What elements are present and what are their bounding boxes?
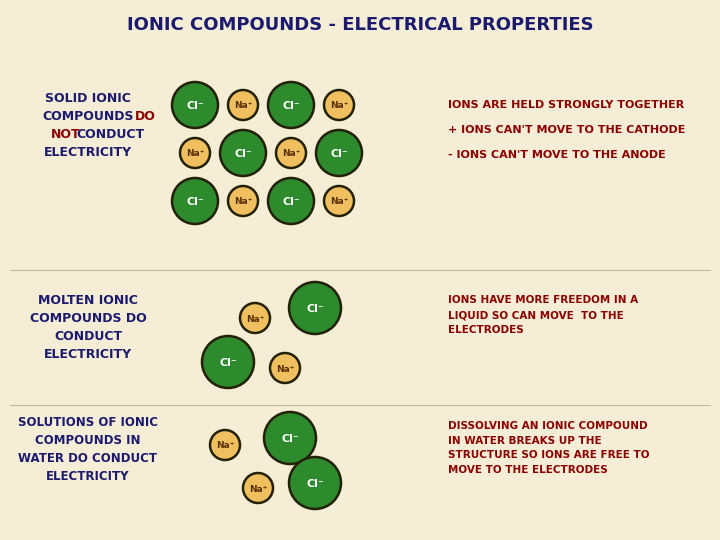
Text: COMPOUNDS: COMPOUNDS [42,110,134,123]
Text: CONDUCT: CONDUCT [76,127,144,140]
Text: Na⁺: Na⁺ [282,150,300,159]
Text: IONS HAVE MORE FREEDOM IN A
LIQUID SO CAN MOVE  TO THE
ELECTRODES: IONS HAVE MORE FREEDOM IN A LIQUID SO CA… [448,295,638,335]
Text: ELECTRICITY: ELECTRICITY [44,348,132,361]
Text: SOLID IONIC: SOLID IONIC [45,91,131,105]
Text: COMPOUNDS IN: COMPOUNDS IN [35,434,140,447]
Circle shape [289,282,341,334]
Text: Na⁺: Na⁺ [234,102,252,111]
Text: Cl⁻: Cl⁻ [282,101,300,111]
Text: ELECTRICITY: ELECTRICITY [46,469,130,483]
Text: Na⁺: Na⁺ [216,442,234,450]
Text: Na⁺: Na⁺ [249,484,267,494]
Text: Na⁺: Na⁺ [330,102,348,111]
Text: SOLUTIONS OF IONIC: SOLUTIONS OF IONIC [18,415,158,429]
Text: CONDUCT: CONDUCT [54,329,122,342]
Text: Cl⁻: Cl⁻ [281,434,299,444]
Circle shape [268,82,314,128]
Text: Na⁺: Na⁺ [234,198,252,206]
Text: WATER DO CONDUCT: WATER DO CONDUCT [19,451,158,464]
Circle shape [270,353,300,383]
Text: Na⁺: Na⁺ [276,364,294,374]
Circle shape [289,457,341,509]
Circle shape [202,336,254,388]
Circle shape [210,430,240,460]
Circle shape [268,178,314,224]
Circle shape [264,412,316,464]
Circle shape [276,138,306,168]
Text: DISSOLVING AN IONIC COMPOUND
IN WATER BREAKS UP THE
STRUCTURE SO IONS ARE FREE T: DISSOLVING AN IONIC COMPOUND IN WATER BR… [448,421,649,475]
Text: DO: DO [135,110,156,123]
Circle shape [228,90,258,120]
Text: Cl⁻: Cl⁻ [234,149,252,159]
Circle shape [316,130,362,176]
Circle shape [172,178,218,224]
Text: Na⁺: Na⁺ [186,150,204,159]
Text: COMPOUNDS DO: COMPOUNDS DO [30,312,146,325]
Text: Cl⁻: Cl⁻ [186,197,204,207]
Circle shape [240,303,270,333]
Text: Na⁺: Na⁺ [246,314,264,323]
Text: Na⁺: Na⁺ [330,198,348,206]
Circle shape [324,90,354,120]
Text: NOT: NOT [51,127,81,140]
Text: ELECTRICITY: ELECTRICITY [44,145,132,159]
Text: + IONS CAN'T MOVE TO THE CATHODE: + IONS CAN'T MOVE TO THE CATHODE [448,125,685,135]
Circle shape [172,82,218,128]
Circle shape [243,473,273,503]
Text: IONS ARE HELD STRONGLY TOGETHER: IONS ARE HELD STRONGLY TOGETHER [448,100,684,110]
Text: Cl⁻: Cl⁻ [306,304,324,314]
Text: - IONS CAN'T MOVE TO THE ANODE: - IONS CAN'T MOVE TO THE ANODE [448,150,666,160]
Text: Cl⁻: Cl⁻ [306,479,324,489]
Circle shape [220,130,266,176]
Circle shape [180,138,210,168]
Circle shape [324,186,354,216]
Text: Cl⁻: Cl⁻ [330,149,348,159]
Text: Cl⁻: Cl⁻ [219,358,237,368]
Text: Cl⁻: Cl⁻ [282,197,300,207]
Text: Cl⁻: Cl⁻ [186,101,204,111]
Text: MOLTEN IONIC: MOLTEN IONIC [38,294,138,307]
Circle shape [228,186,258,216]
Text: IONIC COMPOUNDS - ELECTRICAL PROPERTIES: IONIC COMPOUNDS - ELECTRICAL PROPERTIES [127,16,593,34]
